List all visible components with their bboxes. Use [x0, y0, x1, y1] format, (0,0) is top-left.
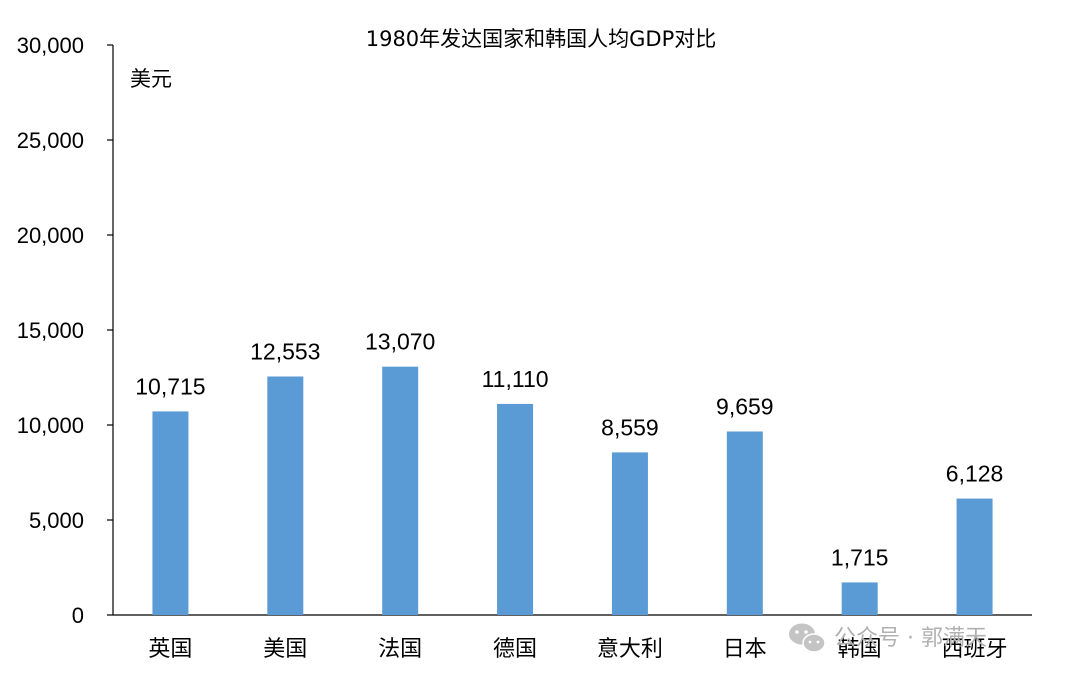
chart-title: 1980年发达国家和韩国人均GDP对比	[366, 27, 717, 51]
data-label: 8,559	[601, 414, 659, 440]
y-tick-label: 5,000	[29, 508, 84, 533]
bar	[267, 376, 304, 615]
x-category-label: 韩国	[838, 637, 882, 662]
x-category-label: 日本	[723, 637, 767, 662]
x-category-label: 法国	[378, 637, 422, 662]
wechat-icon	[789, 623, 826, 653]
y-tick-label: 10,000	[17, 413, 84, 438]
y-tick-label: 30,000	[17, 33, 84, 58]
bar	[956, 498, 993, 615]
x-category-label: 美国	[263, 637, 307, 662]
bar	[726, 431, 763, 615]
bar	[841, 582, 878, 615]
data-label: 6,128	[946, 461, 1004, 487]
bar	[152, 411, 189, 615]
data-label: 10,715	[135, 373, 205, 399]
data-label: 1,715	[831, 544, 889, 570]
bar	[497, 403, 534, 615]
data-labels: 10,715 12,553 13,070 11,110 8,559 9,659 1,715 6…	[135, 329, 1003, 571]
data-label: 9,659	[716, 393, 774, 419]
watermark-text: 公众号 · 郭满天	[834, 626, 987, 651]
x-category-label: 意大利	[597, 637, 663, 662]
watermark: 公众号 · 郭满天	[789, 623, 987, 653]
y-axis-ticks: 0 5,000 10,000 15,000 20,000 25,000 30,000	[17, 33, 113, 628]
data-label: 11,110	[482, 366, 549, 392]
y-tick-label: 15,000	[17, 318, 84, 343]
x-category-label: 西班牙	[942, 637, 1008, 662]
data-label: 13,070	[365, 329, 435, 355]
bar	[611, 452, 648, 615]
y-axis-unit-label: 美元	[130, 67, 172, 91]
y-tick-label: 25,000	[17, 128, 84, 153]
x-category-label: 英国	[148, 637, 192, 662]
bar	[382, 366, 419, 615]
x-category-label: 德国	[493, 637, 537, 662]
y-tick-label: 20,000	[17, 223, 84, 248]
category-labels: 英国 美国 法国 德国 意大利 日本 韩国 西班牙	[148, 637, 1007, 662]
axes	[112, 45, 1032, 616]
bars	[152, 366, 993, 615]
data-label: 12,553	[250, 338, 320, 364]
y-tick-label: 0	[72, 603, 84, 628]
